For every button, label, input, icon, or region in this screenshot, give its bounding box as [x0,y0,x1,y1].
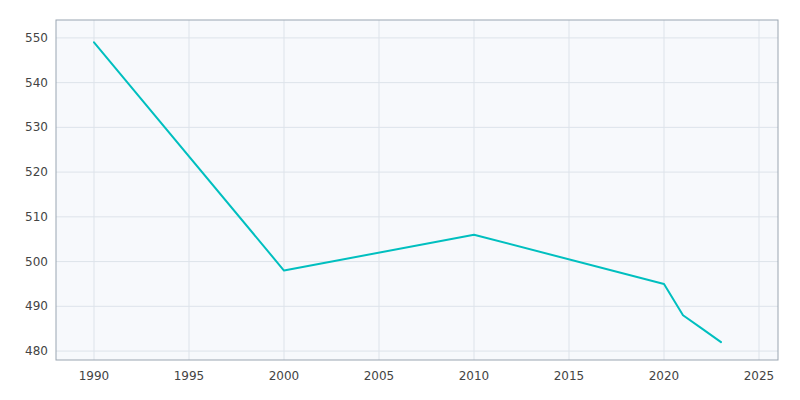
x-grid-line [569,20,570,360]
y-tick-label: 540 [25,76,48,90]
y-grid-line [56,216,778,217]
x-grid-line [189,20,190,360]
x-grid-line [759,20,760,360]
x-grid-line [94,20,95,360]
y-tick-label: 480 [25,344,48,358]
chart-container: 480 490 500 510 520 530 540 550 1990 1995 2000 2005… [0,0,800,400]
y-tick-label: 510 [25,210,48,224]
y-grid-line [56,306,778,307]
x-tick-label: 2010 [459,369,490,383]
x-grid-line [284,20,285,360]
x-grid-line [379,20,380,360]
chart-svg: 480 490 500 510 520 530 540 550 1990 1995 2000 2005… [0,0,800,400]
x-tick-label: 1990 [79,369,110,383]
x-tick-label: 2020 [649,369,680,383]
data-layer [94,42,721,342]
x-tick-label: 2025 [744,369,775,383]
x-grid-line [474,20,475,360]
x-tick-label: 2005 [364,369,395,383]
y-grid-line [56,82,778,83]
x-tick-label: 2000 [269,369,300,383]
y-tick-label: 550 [25,31,48,45]
x-tick-label: 1995 [174,369,205,383]
x-tick-label: 2015 [554,369,585,383]
y-tick-label: 500 [25,255,48,269]
y-grid-line [56,351,778,352]
plot-background [56,20,778,360]
y-tick-label: 520 [25,165,48,179]
y-grid-line [56,37,778,38]
data-line [94,42,721,342]
y-grid-line [56,172,778,173]
y-grid-line [56,261,778,262]
y-tick-label: 530 [25,120,48,134]
x-grid-line [664,20,665,360]
grid [56,20,778,360]
y-tick-label: 490 [25,299,48,313]
plot-frame [56,20,778,360]
